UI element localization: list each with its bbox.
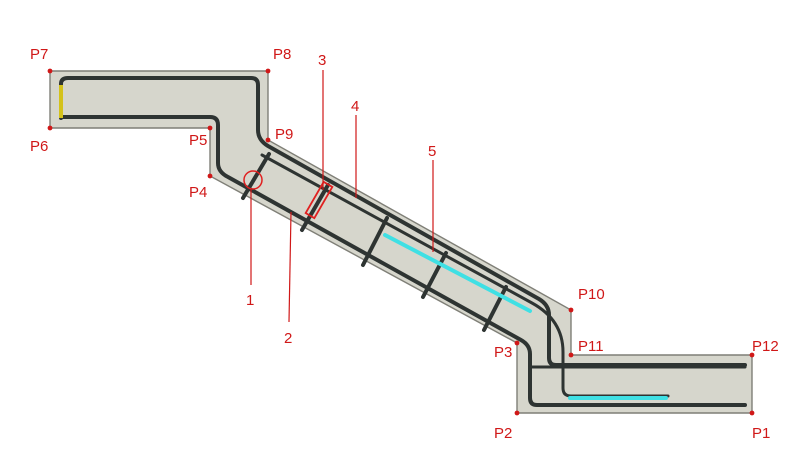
callout-4: 4 [351,98,359,115]
label-p6: P6 [30,138,48,155]
red-circle-marker [243,170,263,190]
label-p7: P7 [30,46,48,63]
label-p11: P11 [578,338,604,355]
label-p5: P5 [189,132,207,149]
point-dots [47,68,755,416]
callout-5: 5 [428,143,436,160]
label-p9: P9 [275,126,293,143]
cross-bar [300,183,330,232]
leader-line-2 [288,211,292,323]
callout-1: 1 [246,292,254,309]
label-p1: P1 [752,425,770,442]
cross-bar [482,285,508,332]
label-p4: P4 [189,184,207,201]
label-p10: P10 [578,286,605,303]
callout-2: 2 [284,330,292,347]
cyan-inclined-bar [383,233,532,313]
label-p3: P3 [494,344,512,361]
cross-bar [421,251,448,299]
red-bar-marker [304,180,334,220]
bottom-rebar [59,115,747,407]
cross-bar [241,152,271,200]
top-rebar [59,76,747,367]
callout-3: 3 [318,52,326,69]
cross-bar [361,216,389,267]
label-p2: P2 [494,425,512,442]
label-p8: P8 [273,46,291,63]
inner-rebar [260,153,670,398]
label-p12: P12 [752,338,779,355]
